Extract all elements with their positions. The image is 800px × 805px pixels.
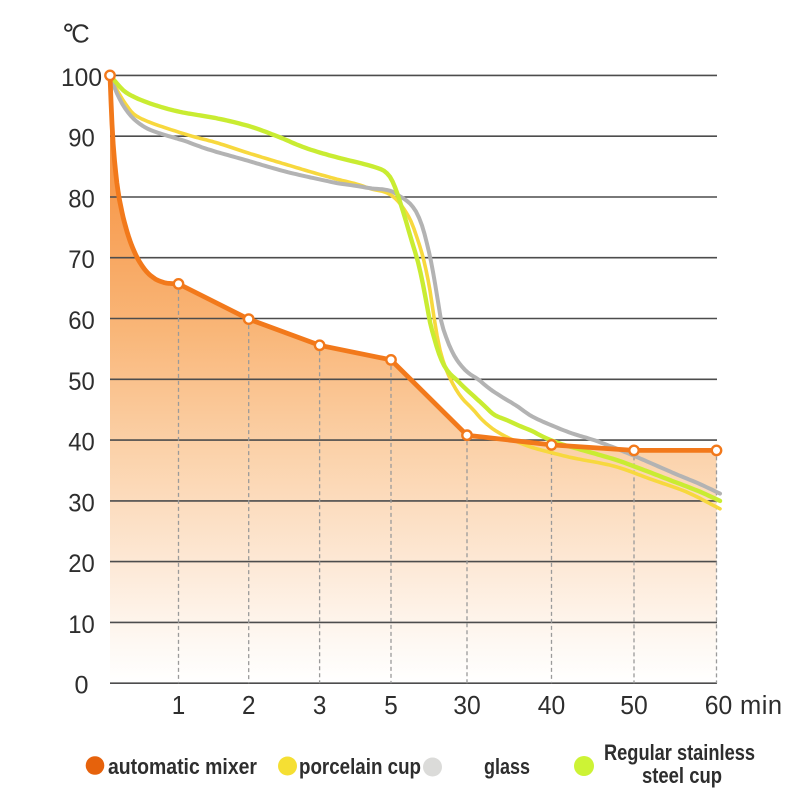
svg-text:60: 60 xyxy=(68,307,95,335)
svg-text:40: 40 xyxy=(538,690,566,720)
svg-text:2: 2 xyxy=(242,690,256,720)
svg-text:10: 10 xyxy=(68,611,95,639)
svg-text:min: min xyxy=(740,692,782,720)
svg-text:50: 50 xyxy=(68,368,95,396)
svg-text:Regular stainless: Regular stainless xyxy=(604,740,755,765)
svg-text:30: 30 xyxy=(68,489,95,517)
svg-text:steel cup: steel cup xyxy=(642,763,722,788)
svg-text:C: C xyxy=(71,21,89,49)
svg-text:5: 5 xyxy=(384,690,398,720)
svg-text:3: 3 xyxy=(313,690,327,720)
svg-text:1: 1 xyxy=(172,690,186,720)
svg-text:70: 70 xyxy=(68,246,95,274)
svg-text:50: 50 xyxy=(620,690,648,720)
svg-text:80: 80 xyxy=(68,186,95,214)
svg-text:40: 40 xyxy=(68,429,95,457)
svg-text:20: 20 xyxy=(68,550,95,578)
svg-text:automatic mixer: automatic mixer xyxy=(108,754,257,779)
svg-text:60: 60 xyxy=(705,690,733,720)
svg-text:30: 30 xyxy=(453,690,481,720)
svg-text:porcelain cup: porcelain cup xyxy=(299,754,421,779)
svg-text:glass: glass xyxy=(484,754,530,779)
svg-text:0: 0 xyxy=(75,672,89,700)
svg-text:90: 90 xyxy=(68,125,95,153)
svg-text:100: 100 xyxy=(61,64,102,92)
